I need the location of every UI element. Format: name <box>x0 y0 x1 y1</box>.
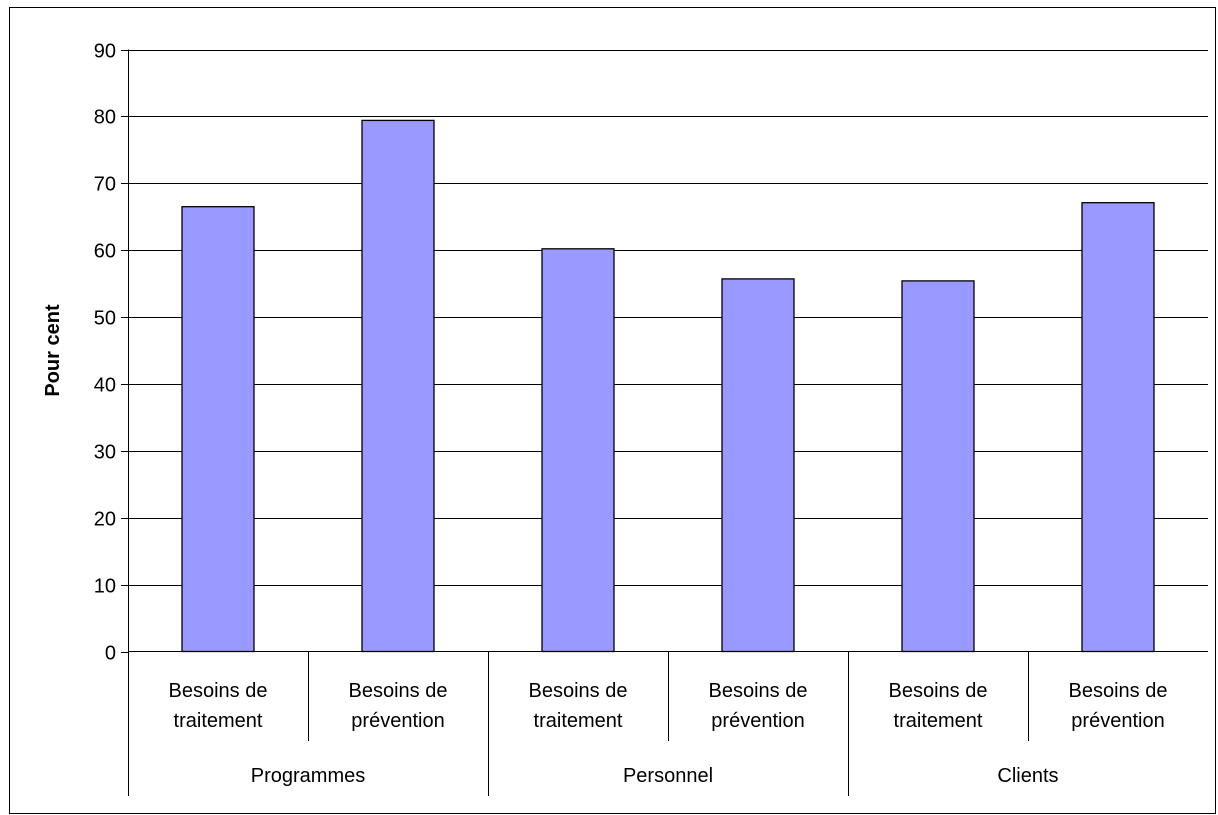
bar <box>721 278 795 653</box>
y-tick-label: 10 <box>94 576 116 598</box>
x-category-label: prévention <box>1071 710 1164 732</box>
bars <box>181 119 1155 653</box>
y-tick-label: 70 <box>94 174 116 196</box>
bar <box>181 206 255 653</box>
bar <box>1081 202 1155 653</box>
y-tick-label: 30 <box>94 442 116 464</box>
x-category-label: prévention <box>711 710 804 732</box>
x-category-label: Besoins de <box>169 680 268 702</box>
x-category-label: Besoins de <box>1069 680 1168 702</box>
y-tick-label: 60 <box>94 241 116 263</box>
bar <box>901 280 975 653</box>
x-category-label: Besoins de <box>349 680 448 702</box>
x-category-label: Besoins de <box>709 680 808 702</box>
chart-border <box>9 7 1216 814</box>
group-label: Personnel <box>623 765 713 787</box>
bar <box>361 119 435 653</box>
x-category-label: traitement <box>894 710 983 732</box>
x-category-label: traitement <box>534 710 623 732</box>
group-label: Programmes <box>251 765 365 787</box>
x-category-label: traitement <box>174 710 263 732</box>
y-tick-label: 40 <box>94 375 116 397</box>
axes <box>121 49 1208 796</box>
y-axis-label: Pour cent <box>42 304 64 397</box>
group-label: Clients <box>997 765 1058 787</box>
y-tick-label: 50 <box>94 308 116 330</box>
y-tick-label: 80 <box>94 107 116 129</box>
x-category-label: Besoins de <box>529 680 628 702</box>
bar <box>541 248 615 653</box>
x-category-labels: Besoins de traitement Besoins de prévention… <box>169 680 1168 787</box>
gridlines <box>128 50 1208 586</box>
x-category-label: Besoins de <box>889 680 988 702</box>
y-tick-label: 20 <box>94 509 116 531</box>
x-category-label: prévention <box>351 710 444 732</box>
y-tick-label: 90 <box>94 41 116 63</box>
y-tick-labels: 0 10 20 30 40 50 60 70 80 90 <box>94 41 116 665</box>
y-tick-label: 0 <box>105 643 116 665</box>
